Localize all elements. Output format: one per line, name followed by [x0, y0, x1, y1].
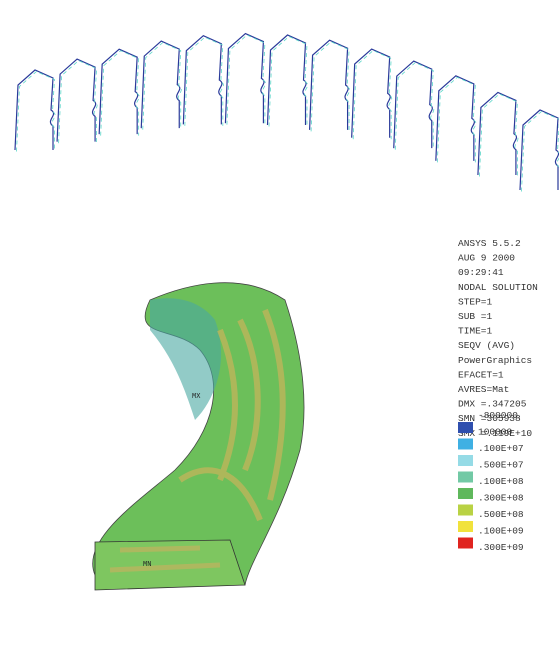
- frame-outline: [311, 42, 350, 132]
- legend-swatch: [458, 439, 473, 450]
- frame-outline: [395, 63, 434, 150]
- info-line: SEQV (AVG): [458, 340, 515, 351]
- frame: [183, 36, 222, 125]
- wireframe-model: [15, 34, 559, 192]
- stress-model: MX MN: [93, 283, 304, 590]
- frame-outline: [479, 94, 518, 177]
- legend-label: .100E+07: [478, 443, 524, 454]
- frame: [310, 40, 349, 130]
- info-line: AVRES=Mat: [458, 384, 509, 395]
- frame-outline: [17, 72, 56, 152]
- frame-outline: [143, 43, 182, 130]
- legend-swatch: [458, 472, 473, 483]
- frame-outline: [185, 37, 224, 126]
- frame: [394, 61, 433, 148]
- legend-swatch: [458, 538, 473, 549]
- screenshot: MX MN ANSYS 5.5.2 AUG 9 2000 09:29:41 NODAL…: [0, 0, 559, 647]
- frame-outline: [522, 112, 559, 192]
- legend-label: .300E+09: [478, 542, 524, 553]
- info-line: TIME=1: [458, 326, 493, 337]
- frame-outline: [437, 77, 476, 162]
- legend-swatch: [458, 488, 473, 499]
- legend-label: .100E+09: [478, 526, 524, 537]
- info-block: ANSYS 5.5.2 AUG 9 2000 09:29:41 NODAL SOLUT…: [458, 238, 538, 439]
- max-tag: MX: [192, 393, 201, 401]
- info-line: SUB =1: [458, 311, 493, 322]
- frame: [478, 92, 517, 175]
- legend-label: -800000: [478, 410, 518, 421]
- scene: MX MN ANSYS 5.5.2 AUG 9 2000 09:29:41 NODAL…: [0, 0, 559, 647]
- frame: [57, 59, 96, 142]
- legend-label: .500E+08: [478, 509, 524, 520]
- frame: [15, 70, 54, 150]
- min-tag: MN: [143, 561, 151, 569]
- frame-outline: [269, 37, 308, 127]
- frame-outline: [227, 35, 266, 125]
- frame: [268, 35, 307, 125]
- legend-swatch: [458, 422, 473, 433]
- info-line: AUG 9 2000: [458, 253, 515, 264]
- frame-outline: [59, 61, 98, 144]
- shade: [150, 298, 221, 420]
- frame: [99, 49, 138, 134]
- legend-swatch: [458, 505, 473, 516]
- info-line: NODAL SOLUTION: [458, 282, 538, 293]
- info-line: DMX =.347205: [458, 399, 527, 410]
- legend-swatch: [458, 455, 473, 466]
- legend-label: 100000: [478, 427, 513, 438]
- frame-outline: [101, 51, 140, 136]
- frame: [225, 34, 264, 124]
- legend-label: .500E+07: [478, 460, 524, 471]
- legend-swatch: [458, 521, 473, 532]
- info-line: PowerGraphics: [458, 355, 532, 366]
- frame: [520, 110, 559, 190]
- legend-label: .300E+08: [478, 493, 524, 504]
- legend-label: .100E+08: [478, 476, 524, 487]
- info-line: EFACET=1: [458, 369, 504, 380]
- info-line: STEP=1: [458, 296, 493, 307]
- frame: [141, 41, 180, 128]
- frame: [436, 76, 475, 161]
- frame-outline: [353, 51, 392, 140]
- frame: [352, 49, 391, 138]
- info-line: 09:29:41: [458, 267, 504, 278]
- info-line: ANSYS 5.5.2: [458, 238, 521, 249]
